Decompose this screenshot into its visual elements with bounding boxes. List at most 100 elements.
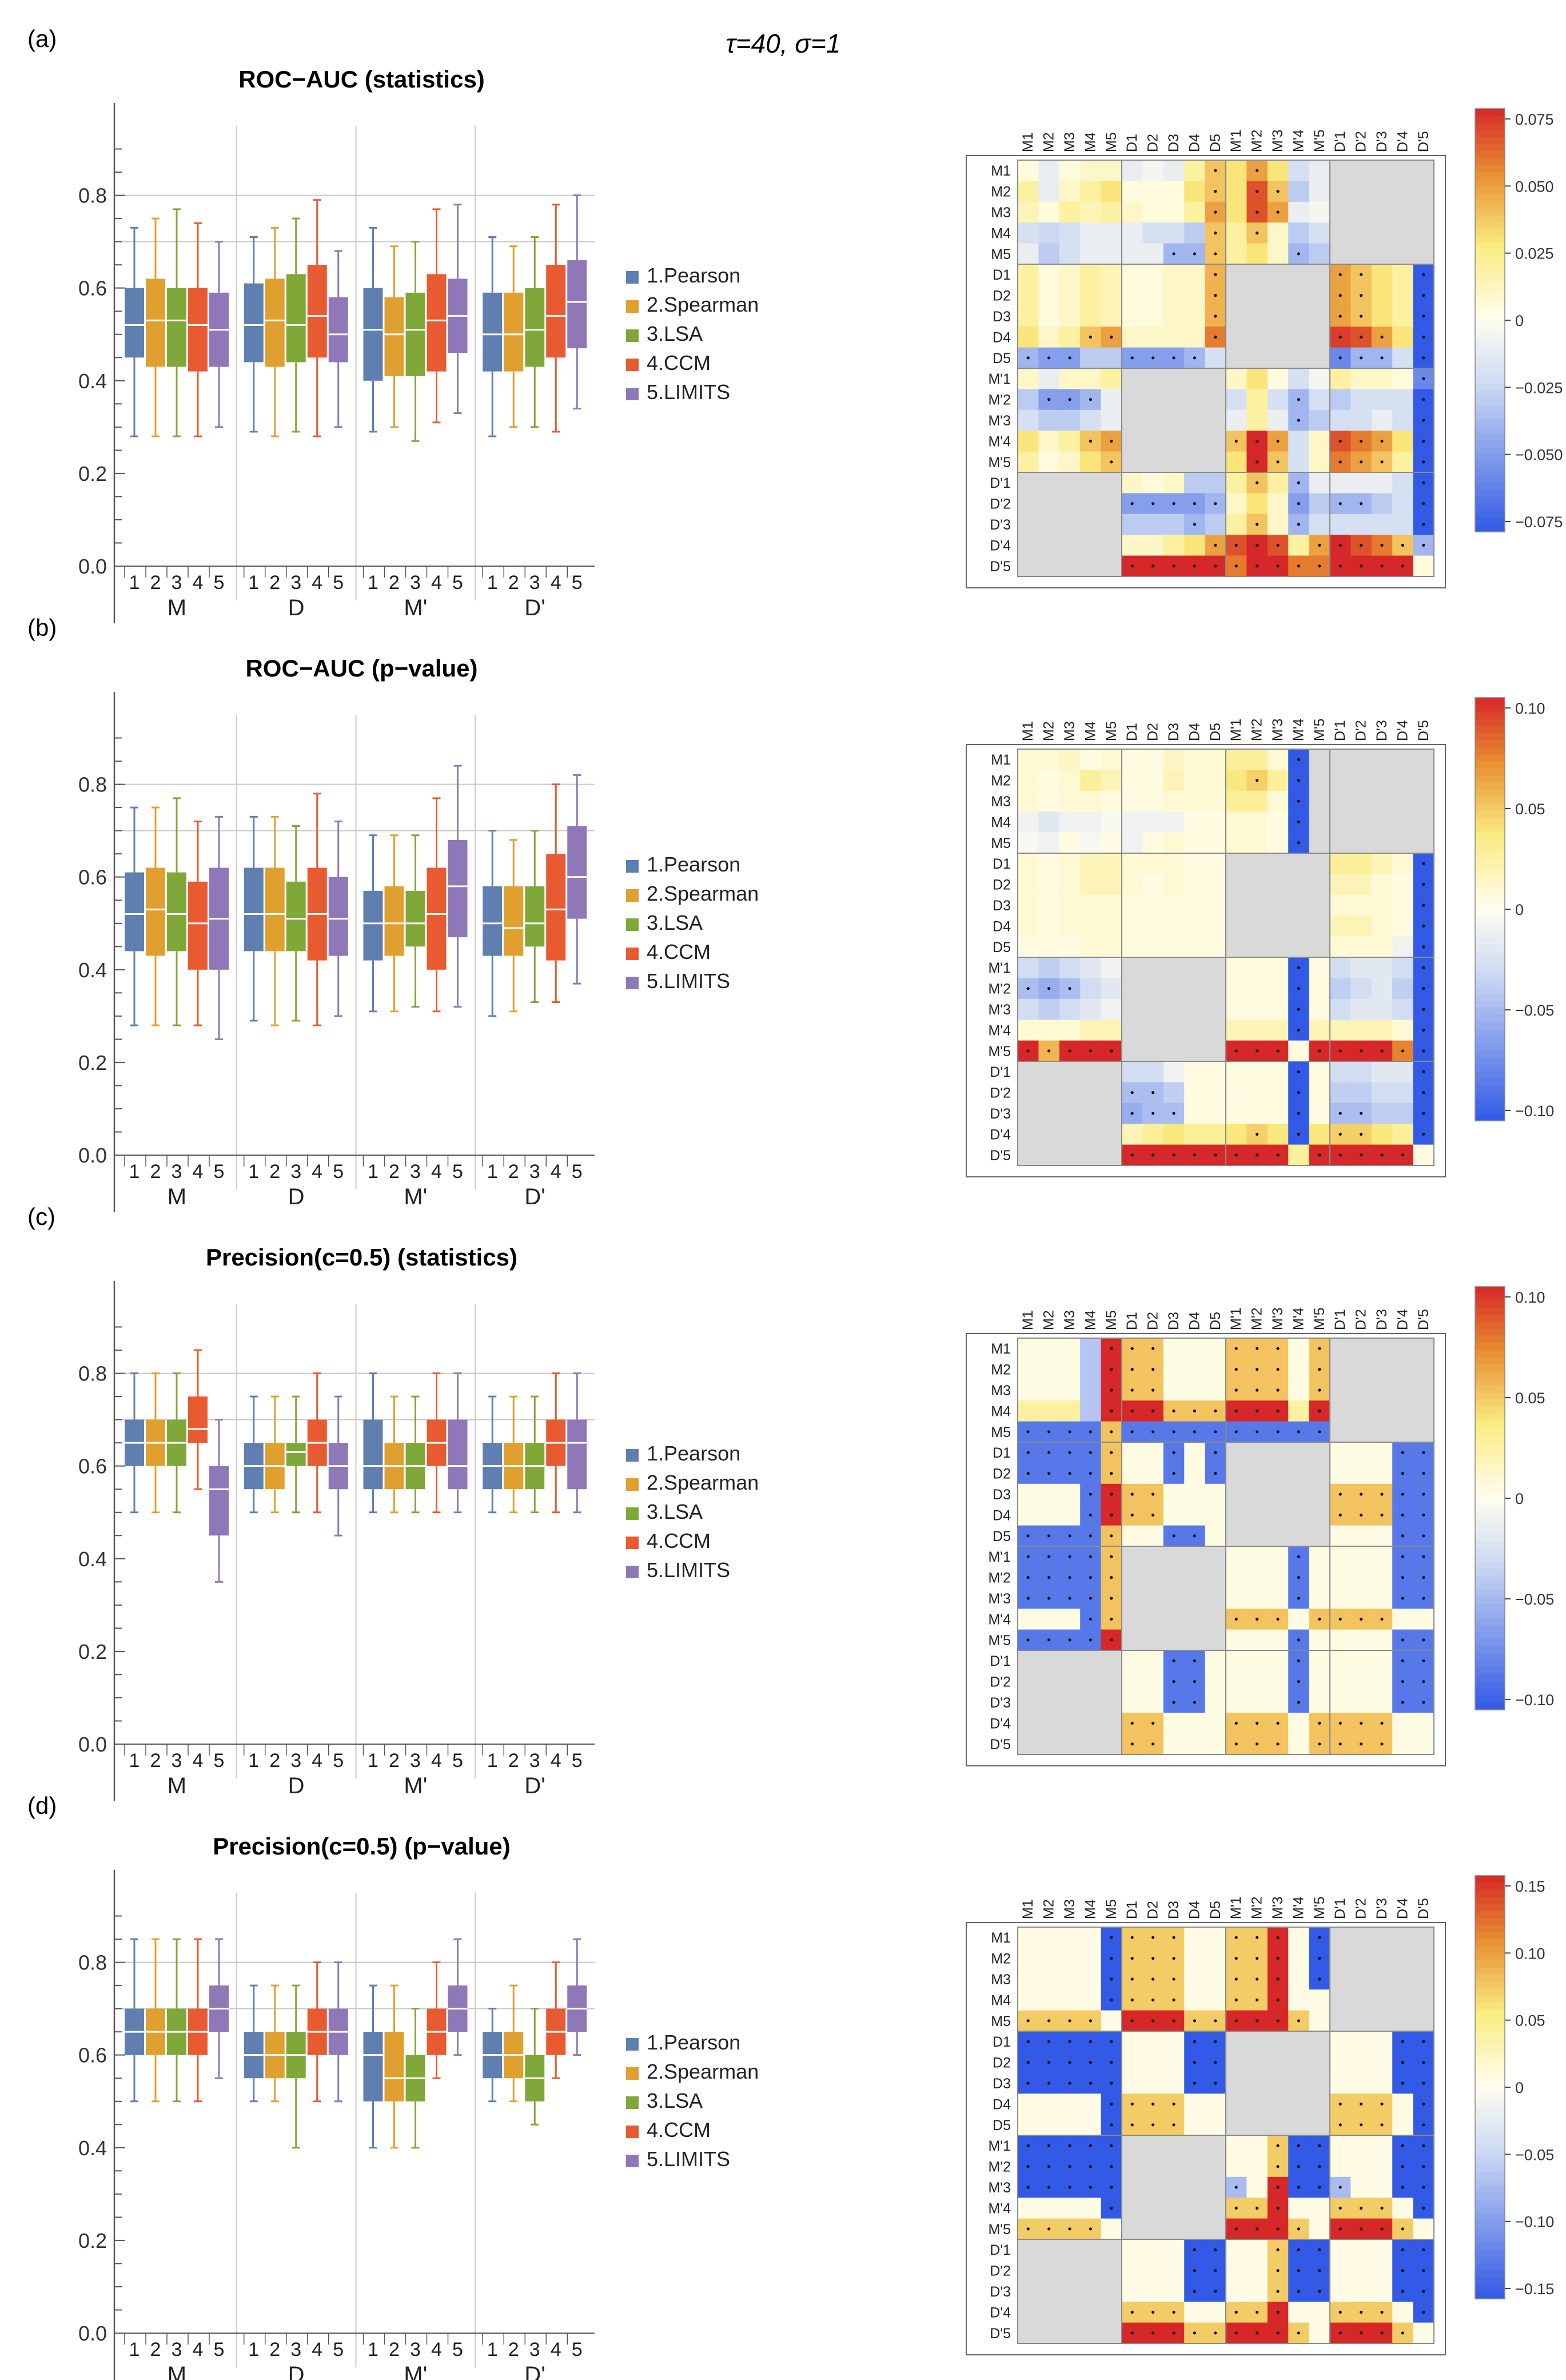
colorbar-tick-label: −0.05 <box>1515 1002 1554 1019</box>
heatmap-cell <box>1246 243 1268 265</box>
significance-dot <box>1297 758 1300 761</box>
colorbar-segment <box>1475 511 1505 519</box>
heatmap-cell <box>1142 1463 1164 1484</box>
significance-dot <box>1276 564 1280 568</box>
heatmap-cell <box>1246 832 1268 854</box>
heatmap-cell <box>1392 181 1414 202</box>
heatmap-cell <box>1163 2239 1185 2260</box>
colorbar-segment <box>1475 1364 1505 1372</box>
heatmap-cell <box>1267 493 1289 515</box>
heatmap-cell <box>1288 1733 1310 1755</box>
heatmap-cell <box>1226 264 1247 285</box>
method-tick-label: 4 <box>551 1750 561 1772</box>
heatmap-cell <box>1330 409 1351 431</box>
colorbar-segment <box>1475 109 1505 117</box>
colorbar-segment <box>1475 2291 1505 2299</box>
colorbar-segment <box>1475 881 1505 889</box>
significance-dot <box>1380 543 1384 547</box>
significance-dot <box>1089 1049 1092 1053</box>
colorbar-segment <box>1475 221 1505 229</box>
heatmap-cell <box>1059 2302 1081 2323</box>
significance-dot <box>1276 1347 1280 1350</box>
heatmap-cell <box>1350 874 1372 896</box>
heatmap-cell <box>1163 2031 1185 2052</box>
significance-dot <box>1422 2290 1425 2293</box>
significance-dot <box>1110 2061 1113 2064</box>
box <box>384 297 404 376</box>
heatmap-cell <box>1413 770 1434 791</box>
colorbar-segment <box>1475 1981 1505 1989</box>
legend-swatch <box>626 889 639 902</box>
col-label: M'1 <box>1228 1896 1244 1919</box>
significance-dot <box>1234 543 1238 547</box>
colorbar-segment <box>1475 768 1505 776</box>
significance-dot <box>1380 1742 1384 1746</box>
legend-label: 4.CCM <box>647 1529 711 1553</box>
colorbar-segment <box>1475 2059 1505 2067</box>
significance-dot <box>1089 1493 1092 1496</box>
heatmap-cell <box>1371 1379 1393 1401</box>
heatmap-cell <box>1059 1144 1081 1166</box>
heatmap-cell <box>1163 1020 1185 1041</box>
heatmap-cell <box>1163 2072 1185 2094</box>
significance-dot <box>1110 2123 1113 2127</box>
heatmap-cell <box>1080 1400 1102 1422</box>
significance-dot <box>1172 1957 1176 1960</box>
panel-tag: (c) <box>27 1203 55 1230</box>
significance-dot <box>1234 2186 1238 2189</box>
heatmap-cell <box>1184 1061 1206 1082</box>
heatmap-cell <box>1309 1989 1330 2011</box>
heatmap-cell <box>1080 1082 1102 1104</box>
heatmap-cell <box>1101 409 1122 431</box>
heatmap-cell <box>1101 2302 1122 2323</box>
significance-dot <box>1276 2165 1280 2168</box>
significance-dot <box>1256 1409 1259 1412</box>
heatmap-cell <box>1226 957 1247 978</box>
heatmap-cell <box>1350 1338 1372 1359</box>
heatmap-panel: M1M1M2M2M3M3M4M4M5M5D1D1D2D2D3D3D4D4D5D5… <box>966 1286 1554 1766</box>
box <box>483 886 503 956</box>
significance-dot <box>1214 564 1217 568</box>
heatmap-frame <box>966 1922 1446 2355</box>
significance-dot <box>1338 543 1342 547</box>
method-tick-label: 4 <box>193 2339 204 2361</box>
heatmap-cell <box>1080 916 1102 937</box>
heatmap-cell <box>1142 285 1164 307</box>
heatmap-cell <box>1184 1505 1206 1526</box>
heatmap-cell <box>1080 874 1102 896</box>
significance-dot <box>1214 169 1217 172</box>
heatmap-cell <box>1018 790 1039 812</box>
heatmap-cell <box>1205 2302 1226 2323</box>
row-label: M'5 <box>988 1044 1011 1060</box>
significance-dot <box>1318 1153 1321 1157</box>
significance-dot <box>1380 2310 1384 2314</box>
significance-dot <box>1068 1049 1071 1053</box>
significance-dot <box>1422 966 1425 969</box>
method-tick-label: 4 <box>551 2339 561 2361</box>
heatmap-cell <box>1246 2052 1268 2073</box>
heatmap-cell <box>1038 811 1060 833</box>
colorbar-segment <box>1475 1085 1505 1093</box>
heatmap-cell <box>1413 243 1434 265</box>
heatmap-cell <box>1101 347 1122 369</box>
heatmap-cell <box>1371 1989 1393 2011</box>
heatmap-cell <box>1059 514 1081 535</box>
heatmap-cell <box>1392 853 1414 874</box>
heatmap-cell <box>1392 1733 1414 1755</box>
significance-dot <box>1130 1153 1134 1157</box>
significance-dot <box>1172 1534 1176 1538</box>
heatmap-cell <box>1080 451 1102 473</box>
heatmap-cell <box>1392 2114 1414 2136</box>
heatmap-cell <box>1205 998 1226 1020</box>
group-label: D' <box>524 1773 545 1798</box>
heatmap-cell <box>1101 1650 1122 1671</box>
heatmap-cell <box>1142 181 1164 202</box>
chart-title: Precision(c=0.5) (statistics) <box>206 1244 517 1271</box>
heatmap-cell <box>1246 493 1268 515</box>
colorbar-segment <box>1475 397 1505 405</box>
heatmap-cell <box>1288 2302 1310 2323</box>
colorbar-segment <box>1475 334 1505 342</box>
heatmap-cell <box>1330 472 1351 493</box>
row-label: D4 <box>993 2096 1011 2112</box>
heatmap-cell <box>1371 1629 1393 1651</box>
